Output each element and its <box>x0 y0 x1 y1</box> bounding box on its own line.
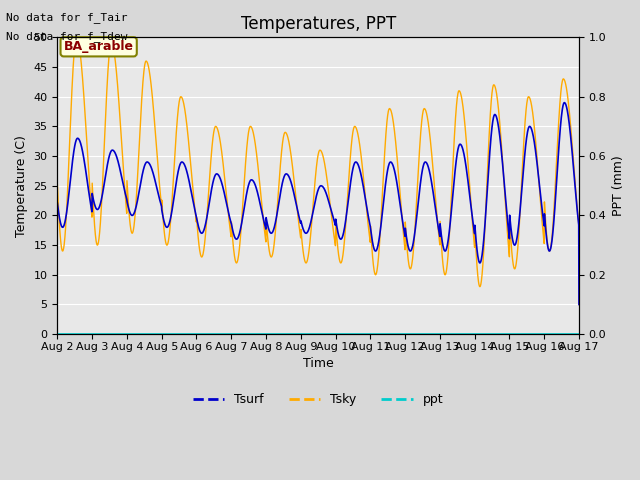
Title: Temperatures, PPT: Temperatures, PPT <box>241 15 396 33</box>
Text: No data for f_Tair: No data for f_Tair <box>6 12 128 23</box>
Y-axis label: Temperature (C): Temperature (C) <box>15 135 28 237</box>
Legend: Tsurf, Tsky, ppt: Tsurf, Tsky, ppt <box>188 388 448 411</box>
X-axis label: Time: Time <box>303 357 333 371</box>
Text: BA_arable: BA_arable <box>63 40 134 53</box>
Y-axis label: PPT (mm): PPT (mm) <box>612 156 625 216</box>
Text: No data for f_Tdew: No data for f_Tdew <box>6 31 128 42</box>
